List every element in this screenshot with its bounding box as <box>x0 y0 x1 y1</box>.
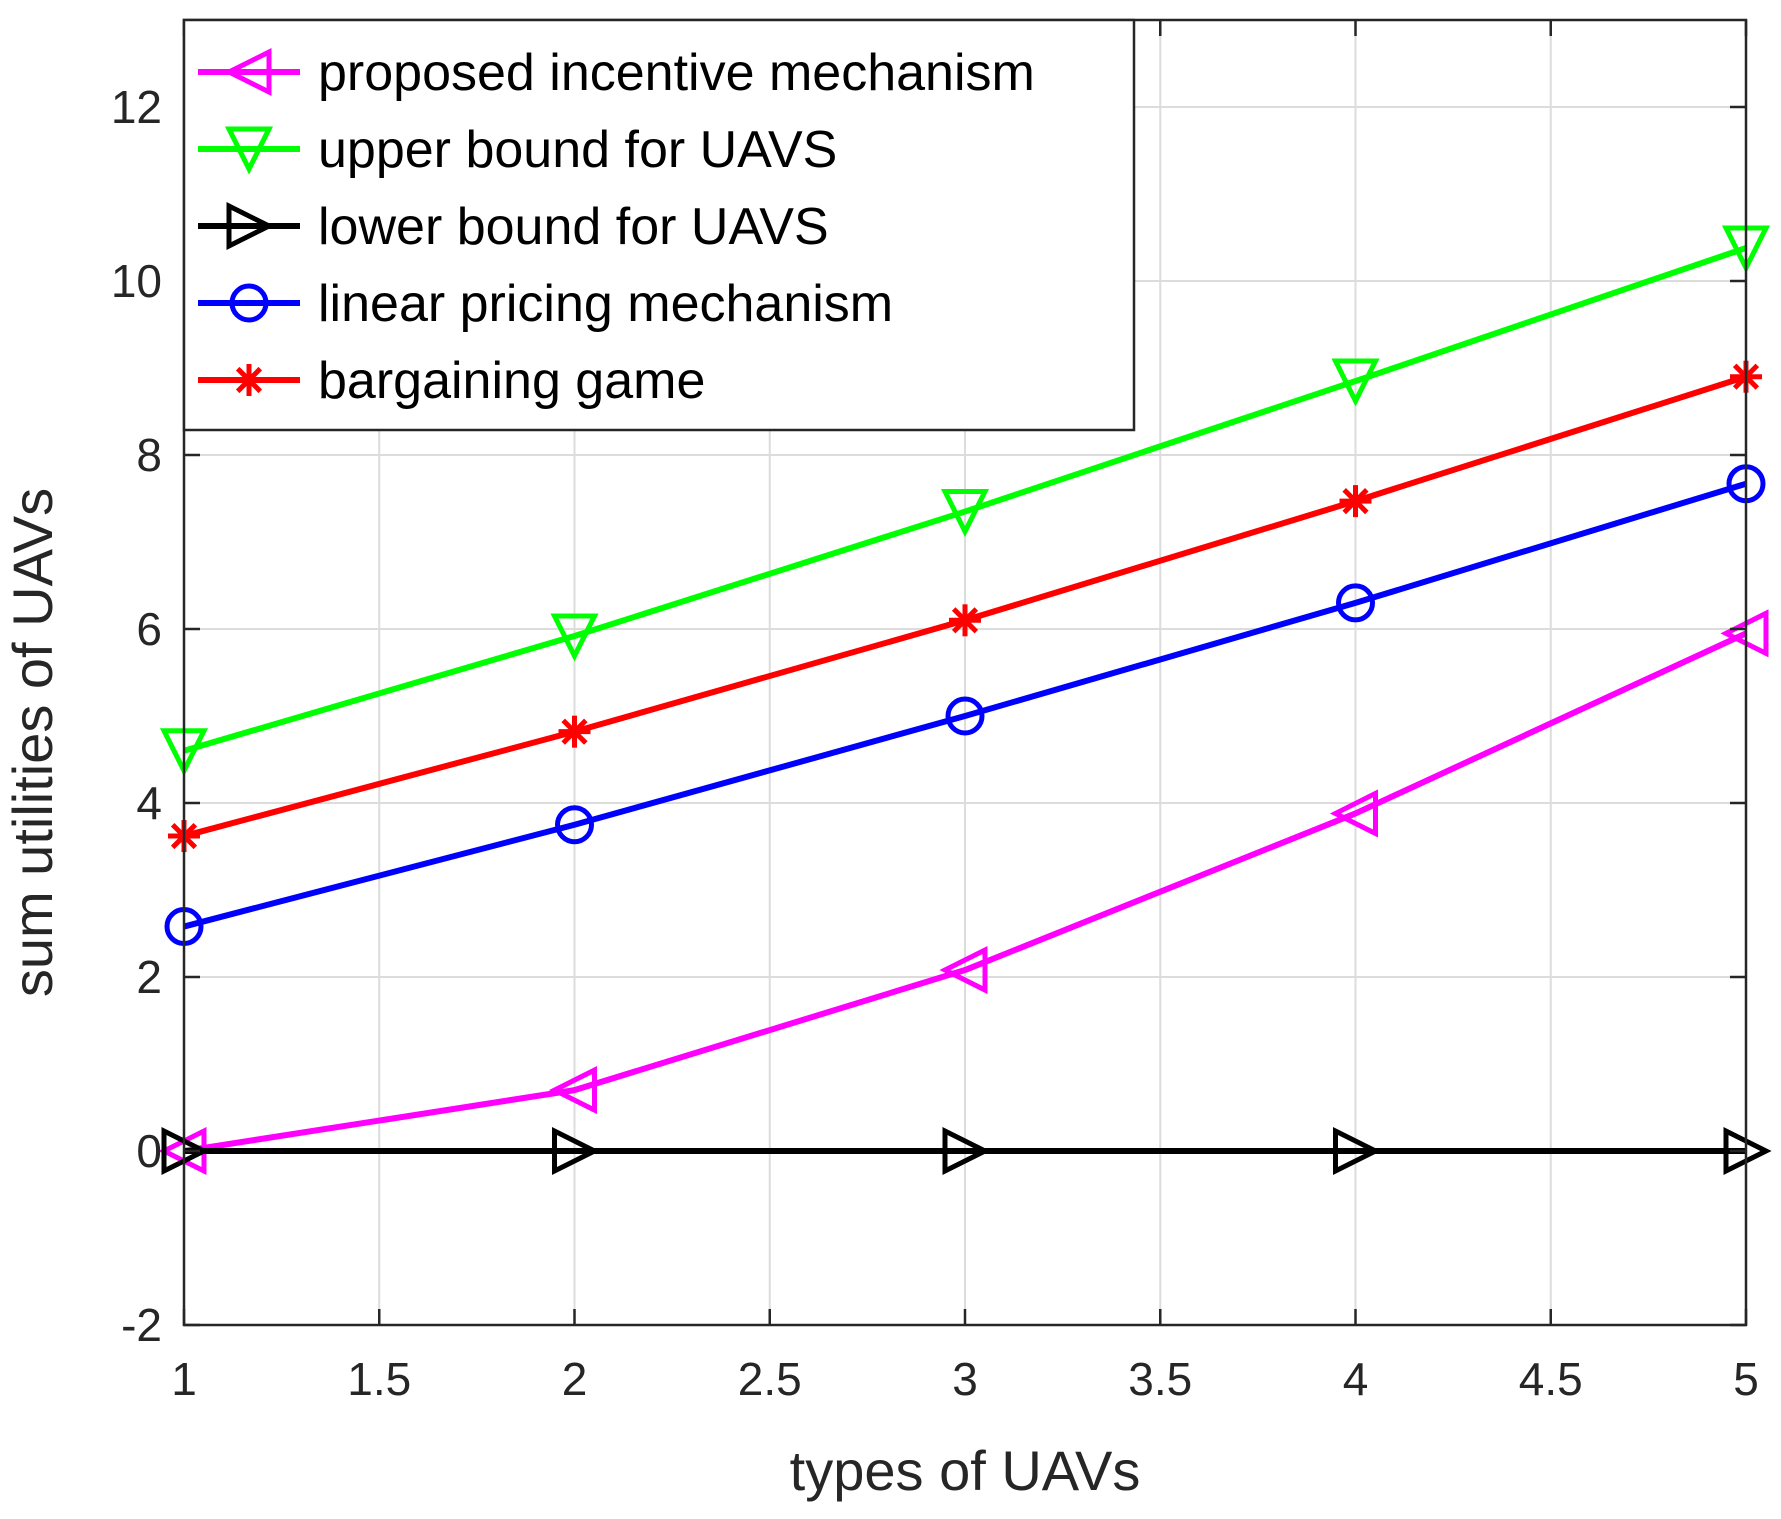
data-point-marker <box>939 945 988 995</box>
x-tick-label: 4 <box>1343 1353 1369 1405</box>
series-line <box>183 480 1747 930</box>
data-point-marker <box>1329 789 1378 838</box>
data-point-marker <box>555 805 594 845</box>
y-tick-label: 2 <box>136 951 162 1003</box>
asterisk-stroke <box>561 718 588 745</box>
data-point-marker <box>1339 485 1372 518</box>
data-point-marker <box>942 1126 991 1176</box>
legend-label: lower bound for UAVS <box>318 198 829 256</box>
legend-item: lower bound for UAVS <box>198 198 829 256</box>
data-point-marker <box>940 489 990 538</box>
y-tick-label: 0 <box>136 1125 162 1177</box>
data-point-marker <box>558 715 591 748</box>
legend-item: upper bound for UAVS <box>198 121 837 179</box>
data-point-marker <box>550 613 599 662</box>
data-point-marker <box>233 364 265 396</box>
x-tick-label: 2 <box>562 1353 588 1405</box>
series-line <box>183 245 1747 754</box>
legend-item: proposed incentive mechanism <box>198 44 1035 102</box>
data-point-marker <box>945 696 985 736</box>
x-tick-label: 1 <box>171 1353 197 1405</box>
y-tick-label: 4 <box>136 777 162 829</box>
x-tick-label: 2.5 <box>738 1353 802 1405</box>
data-point-marker <box>223 47 272 97</box>
legend-label: proposed incentive mechanism <box>318 44 1035 102</box>
asterisk-stroke <box>235 366 263 394</box>
legend-item: linear pricing mechanism <box>198 275 893 333</box>
legend-item: bargaining game <box>198 352 705 410</box>
data-point-marker <box>552 1126 601 1176</box>
data-point-marker <box>1331 358 1380 407</box>
data-point-marker <box>224 126 274 175</box>
y-tick-label: 10 <box>111 255 162 307</box>
y-tick-label: -2 <box>121 1299 162 1351</box>
x-tick-label: 1.5 <box>347 1353 411 1405</box>
legend-box <box>182 18 1136 432</box>
legend-label: upper bound for UAVS <box>318 121 837 179</box>
legend: proposed incentive mechanism upper bound … <box>182 18 1136 432</box>
data-point-marker <box>548 1066 597 1115</box>
asterisk-stroke <box>951 607 979 634</box>
y-axis-title: sum utilities of UAVs <box>1 488 64 997</box>
x-tick-label: 3 <box>952 1353 978 1405</box>
legend-label: linear pricing mechanism <box>318 275 893 333</box>
y-tick-label: 12 <box>111 81 162 133</box>
series-1 <box>159 225 1771 777</box>
data-point-marker <box>1333 1126 1382 1176</box>
y-tick-label: 8 <box>136 429 162 481</box>
x-tick-label: 5 <box>1733 1353 1759 1405</box>
y-tick-label: 6 <box>136 603 162 655</box>
data-point-marker <box>1336 583 1375 623</box>
data-point-marker <box>949 604 981 637</box>
asterisk-stroke <box>1342 488 1369 515</box>
x-tick-label: 3.5 <box>1128 1353 1192 1405</box>
legend-label: bargaining game <box>318 352 705 410</box>
data-point-marker <box>229 283 269 323</box>
data-point-marker <box>226 201 275 251</box>
series-line <box>183 630 1748 1154</box>
x-axis-title: types of UAVs <box>790 1439 1141 1502</box>
x-tick-label: 4.5 <box>1519 1353 1583 1405</box>
